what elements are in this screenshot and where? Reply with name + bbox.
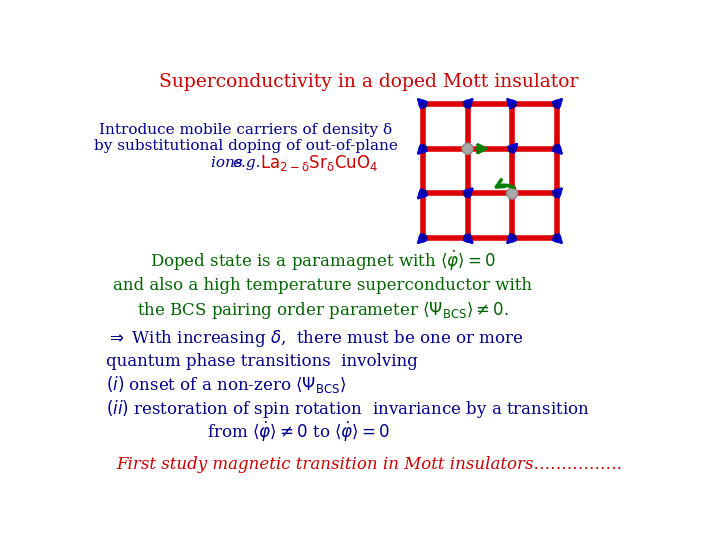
Text: e.g.: e.g. — [233, 156, 261, 170]
Circle shape — [508, 234, 516, 242]
Circle shape — [419, 145, 427, 153]
Text: $(ii)$ restoration of spin rotation  invariance by a transition: $(ii)$ restoration of spin rotation inva… — [106, 398, 589, 420]
Text: by substitutional doping of out-of-plane: by substitutional doping of out-of-plane — [94, 139, 397, 153]
Text: Superconductivity in a doped Mott insulator: Superconductivity in a doped Mott insula… — [159, 73, 579, 91]
Circle shape — [508, 100, 516, 108]
Text: $\Rightarrow$ With increasing $\delta$,  there must be one or more: $\Rightarrow$ With increasing $\delta$, … — [106, 328, 523, 349]
Text: First study magnetic transition in Mott insulators…………….: First study magnetic transition in Mott … — [116, 456, 622, 473]
Circle shape — [553, 100, 561, 108]
Text: the BCS pairing order parameter $\langle\Psi_{\mathrm{BCS}}\rangle \neq 0.$: the BCS pairing order parameter $\langle… — [137, 300, 509, 321]
Text: and also a high temperature superconductor with: and also a high temperature superconduct… — [113, 278, 532, 294]
Text: from $\langle\dot{\varphi}\rangle \neq 0$ to $\langle\dot{\varphi}\rangle = 0$: from $\langle\dot{\varphi}\rangle \neq 0… — [207, 420, 390, 444]
Circle shape — [553, 234, 561, 242]
Circle shape — [419, 234, 427, 242]
Circle shape — [464, 100, 472, 108]
Text: Introduce mobile carriers of density δ: Introduce mobile carriers of density δ — [99, 123, 392, 137]
Circle shape — [507, 188, 518, 199]
Text: $(i)$ onset of a non-zero $\langle\Psi_{\mathrm{BCS}}\rangle$: $(i)$ onset of a non-zero $\langle\Psi_{… — [106, 374, 346, 395]
Circle shape — [462, 143, 473, 154]
Circle shape — [464, 234, 472, 242]
Circle shape — [419, 190, 427, 197]
Circle shape — [464, 190, 472, 197]
Circle shape — [553, 145, 561, 153]
Text: quantum phase transitions  involving: quantum phase transitions involving — [106, 353, 418, 370]
Circle shape — [553, 190, 561, 197]
Circle shape — [508, 145, 516, 153]
Text: ions: ions — [211, 156, 248, 170]
Circle shape — [419, 100, 427, 108]
Text: Doped state is a paramagnet with $\langle\dot{\varphi}\rangle = 0$: Doped state is a paramagnet with $\langl… — [150, 249, 496, 273]
Text: $\mathrm{La_{2-\delta}Sr_{\delta}CuO_{4}}$: $\mathrm{La_{2-\delta}Sr_{\delta}CuO_{4}… — [260, 153, 378, 173]
